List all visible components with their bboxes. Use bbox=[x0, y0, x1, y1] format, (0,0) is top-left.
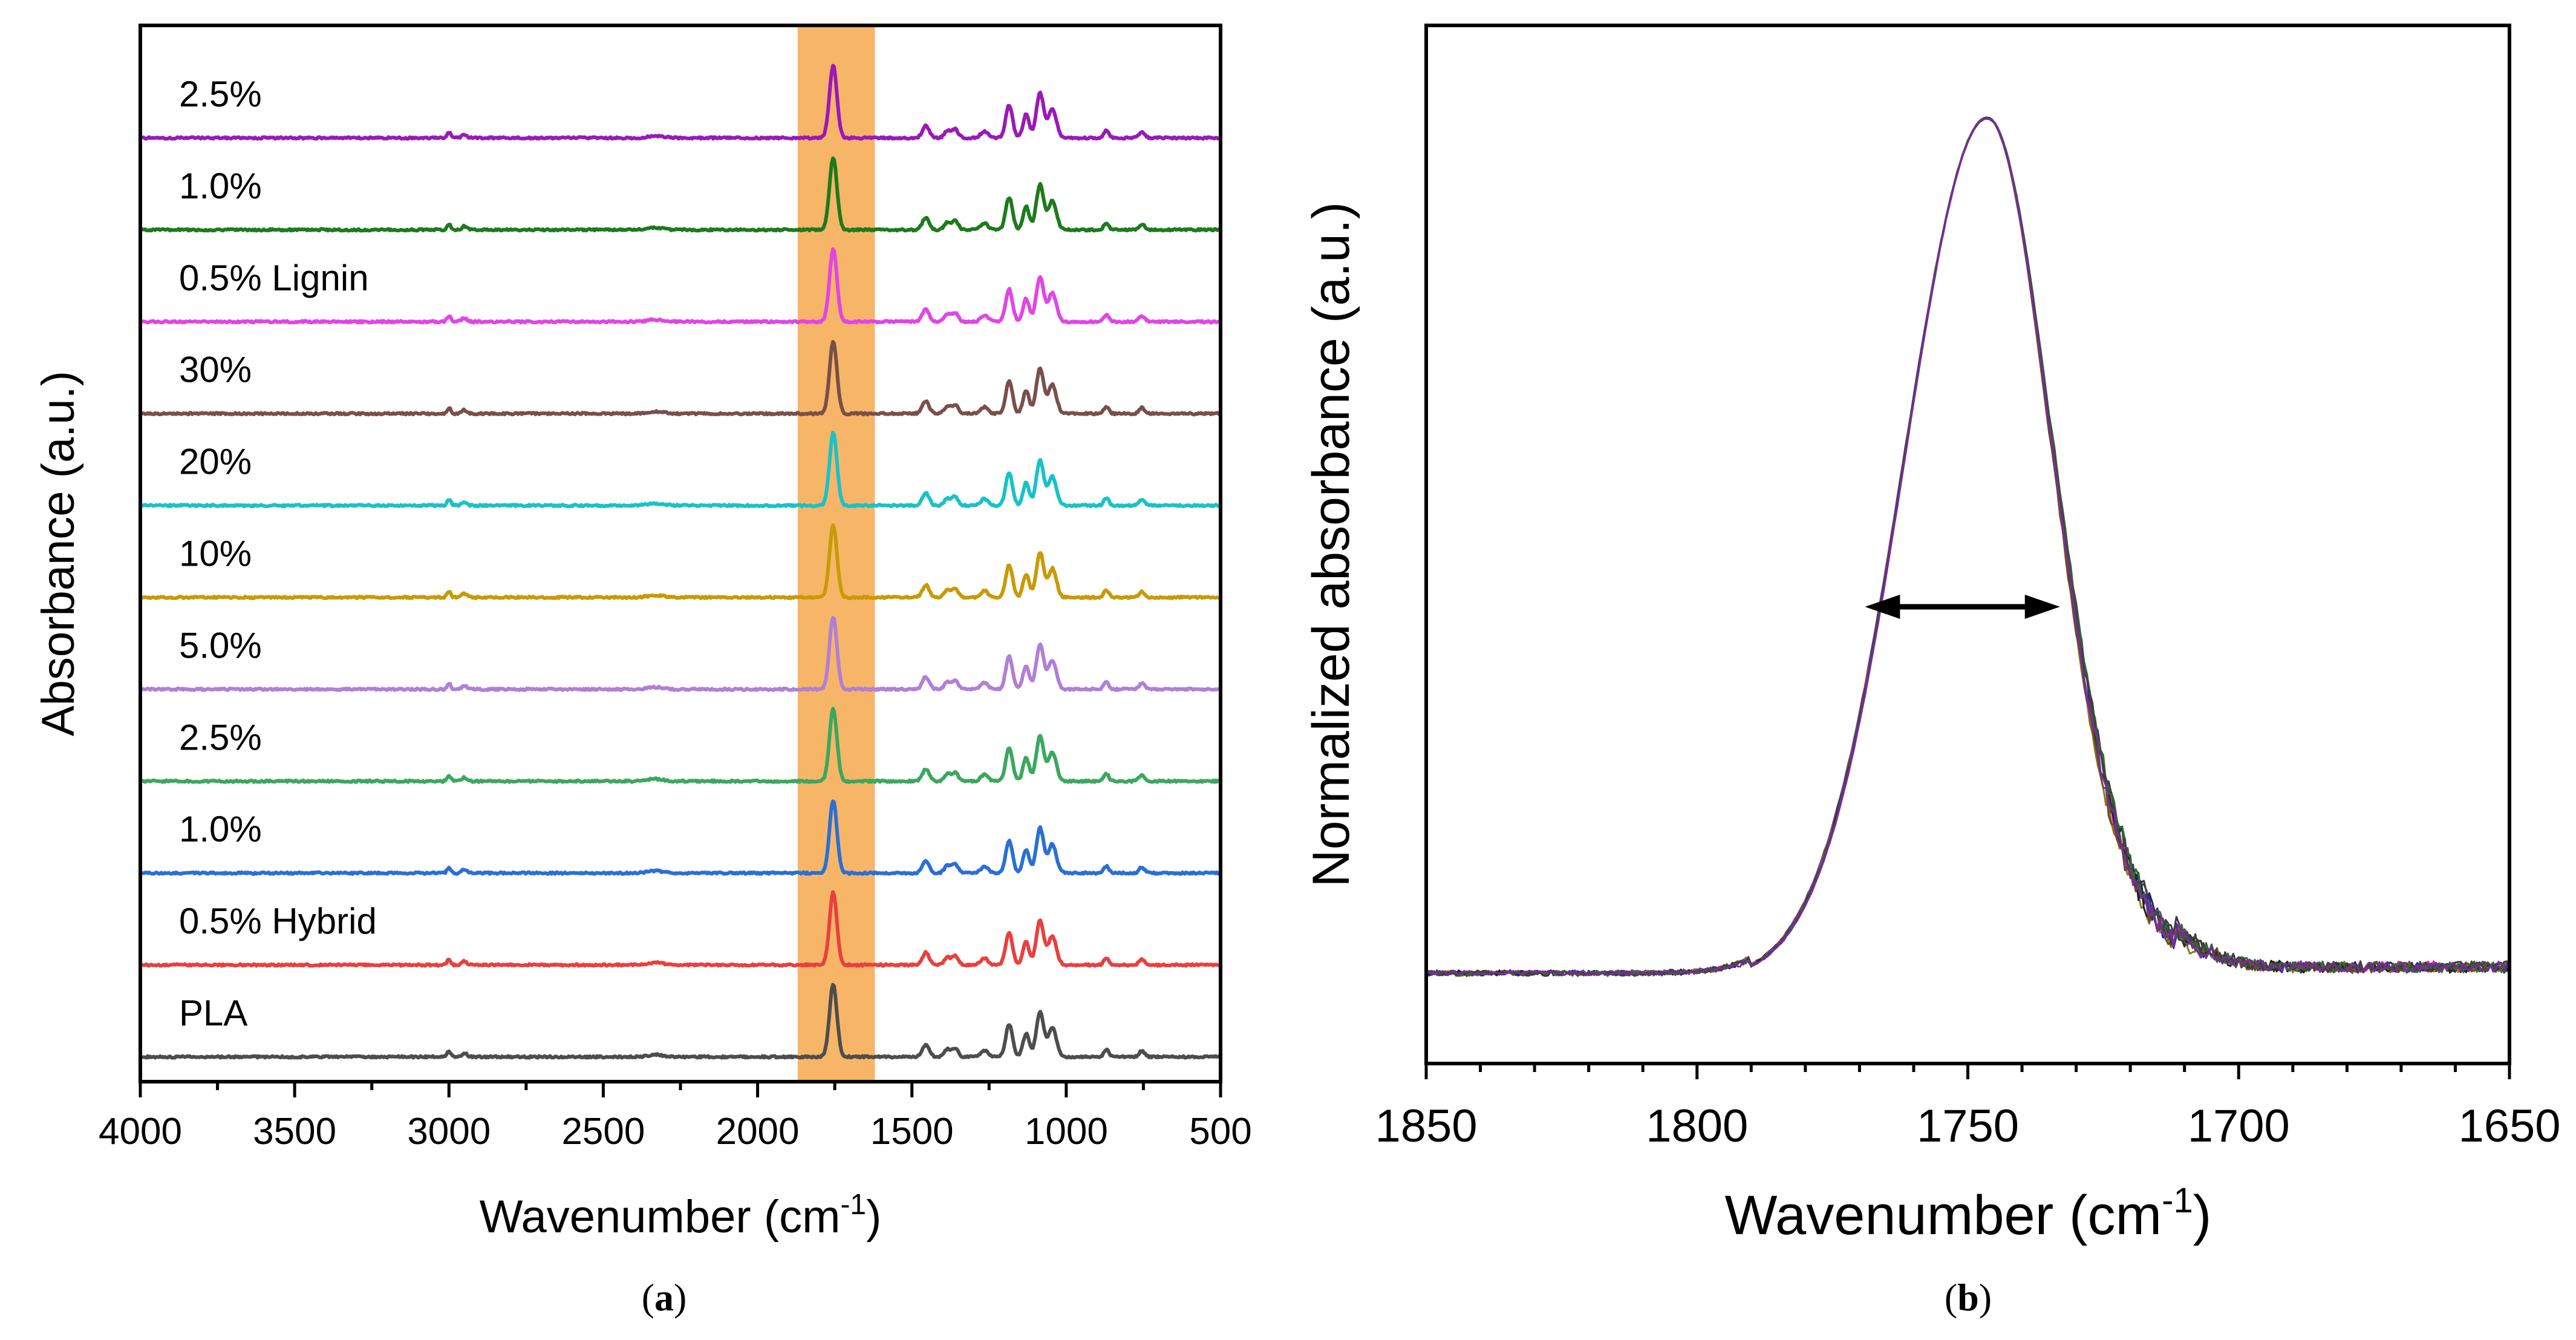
series-label: 2.5% bbox=[179, 717, 262, 757]
x-tick-label: 3500 bbox=[253, 1111, 336, 1152]
normalized-spectrum-line bbox=[1426, 116, 2510, 977]
series-group-a bbox=[139, 64, 1222, 1060]
spectrum-line bbox=[139, 339, 1221, 417]
fwhm-arrow-head-right bbox=[2024, 595, 2060, 619]
series-label: 10% bbox=[179, 534, 252, 574]
x-tick-label: 2000 bbox=[716, 1111, 800, 1152]
caption-a: (a) bbox=[642, 1276, 687, 1319]
fwhm-arrow-head-left bbox=[1865, 595, 1900, 619]
x-tick-label: 3000 bbox=[407, 1111, 491, 1152]
x-tick-label: 1500 bbox=[870, 1111, 954, 1152]
series-label: 5.0% bbox=[179, 625, 262, 665]
y-axis-label-a: Absorbance (a.u.) bbox=[33, 371, 84, 736]
x-tick-label: 1000 bbox=[1025, 1111, 1108, 1152]
x-axis-label-b: Wavenumber (cm-1) bbox=[1725, 1181, 2212, 1246]
caption-b: (b) bbox=[1945, 1276, 1992, 1319]
y-axis-label-b: Normalized absorbance (a.u.) bbox=[1302, 202, 1360, 887]
panel-a: 4000 3500 3000 2500 2000 1500 1000 500 PLA 0.5% … bbox=[33, 24, 1252, 1319]
x-ticks-a: 4000 3500 3000 2500 2000 1500 1000 500 bbox=[99, 1082, 1252, 1152]
fwhm-arrow bbox=[1865, 595, 2060, 619]
x-tick-label: 2500 bbox=[561, 1111, 645, 1152]
spectrum-line bbox=[139, 799, 1221, 876]
spectrum-line bbox=[139, 156, 1222, 233]
series-label: 0.5% Lignin bbox=[179, 258, 369, 298]
series-group-b bbox=[1425, 116, 2511, 977]
series-label: 20% bbox=[179, 442, 252, 482]
series-labels-a: PLA 0.5% Hybrid 1.0% 2.5% 5.0% 10% 20% 30% 0.5% … bbox=[179, 74, 377, 1033]
x-tick-label: 1650 bbox=[2458, 1100, 2560, 1152]
panel-b: 1850 1800 1750 1700 1650 Normalized absorban… bbox=[1302, 24, 2561, 1319]
x-tick-label: 500 bbox=[1189, 1111, 1251, 1152]
series-label: 1.0% bbox=[179, 166, 262, 206]
x-ticks-b: 1850 1800 1750 1700 1650 bbox=[1375, 1064, 2561, 1152]
spectrum-line bbox=[139, 982, 1222, 1060]
x-tick-label: 1700 bbox=[2188, 1100, 2290, 1152]
x-tick-label: 1850 bbox=[1375, 1100, 1477, 1152]
x-tick-label: 1750 bbox=[1917, 1100, 2019, 1152]
spectrum-line bbox=[139, 431, 1221, 509]
series-label: 0.5% Hybrid bbox=[179, 901, 377, 941]
series-label: PLA bbox=[179, 993, 247, 1033]
series-label: 1.0% bbox=[179, 809, 262, 849]
spectrum-line bbox=[139, 890, 1222, 968]
spectrum-line bbox=[139, 247, 1222, 325]
x-tick-label: 4000 bbox=[99, 1111, 182, 1152]
series-label: 30% bbox=[179, 350, 252, 390]
x-axis-label-a: Wavenumber (cm-1) bbox=[480, 1189, 882, 1243]
spectrum-line bbox=[140, 64, 1221, 141]
spectrum-line bbox=[140, 707, 1221, 784]
x-tick-label: 1800 bbox=[1646, 1100, 1748, 1152]
spectrum-line bbox=[139, 523, 1222, 600]
series-label: 2.5% bbox=[179, 74, 262, 114]
spectrum-line bbox=[140, 616, 1222, 692]
